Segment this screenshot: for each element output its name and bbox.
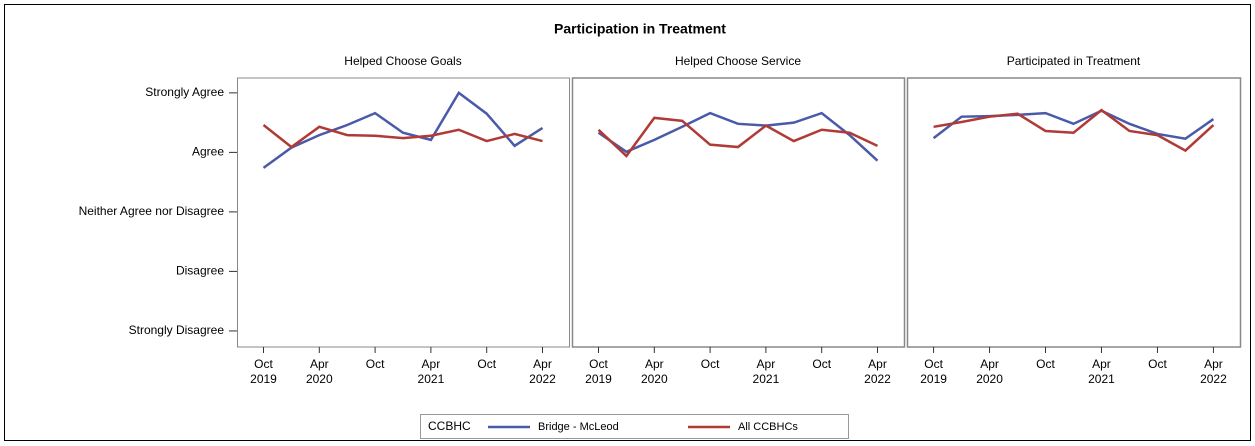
x-tick-label-line: 2020 [641,372,668,386]
panel-title: Helped Choose Goals [344,54,461,68]
x-tick-label-line: Apr [645,357,664,371]
series-line [932,109,1215,141]
x-tick-label-line: Oct [701,357,720,371]
x-tick-label: Apr 2021 [418,357,445,386]
x-tick-label-line: Oct [366,357,385,371]
x-tick-label-line: 2019 [585,372,612,386]
x-tick-label: Oct [1036,357,1055,371]
x-tick-label: Oct [477,357,496,371]
x-tick-label: Oct 2019 [920,357,947,386]
x-tick-label: Apr 2020 [641,357,668,386]
x-tick-label-line: 2019 [250,372,277,386]
x-tick-label-line: 2020 [976,372,1003,386]
x-tick-label-line: Apr [757,357,776,371]
x-tick-label-line: Apr [1092,357,1111,371]
y-tick-label: Strongly Disagree [129,323,225,337]
series-line [597,111,879,162]
x-tick-label: Apr 2021 [1088,357,1115,386]
x-tick-label: Apr 2022 [864,357,891,386]
x-tick-label-line: Oct [589,357,608,371]
x-tick-label: Oct [1148,357,1167,371]
x-tick-label-line: 2022 [529,372,556,386]
x-tick-label-line: 2021 [418,372,445,386]
legend-label: All CCBHCs [738,421,798,433]
x-tick-label-line: Oct [477,357,496,371]
x-tick-label-line: Apr [533,357,552,371]
legend-label: Bridge - McLeod [538,421,619,433]
x-tick-label: Oct [812,357,831,371]
y-tick-label: Agree [192,145,224,159]
x-tick-label: Apr 2020 [306,357,333,386]
panel-frame [237,77,570,348]
x-tick-label: Oct [366,357,385,371]
panel-frame [906,77,1242,348]
x-tick-label: Oct 2019 [250,357,277,386]
x-tick-label: Apr 2022 [1200,357,1227,386]
x-tick-label-line: 2021 [753,372,780,386]
x-tick-label-line: Apr [310,357,329,371]
chart-border [4,4,1251,441]
x-tick-label-line: 2022 [864,372,891,386]
series-line [597,116,879,158]
x-tick-label: Oct 2019 [585,357,612,386]
series-line [262,124,543,149]
x-tick-label-line: Oct [924,357,943,371]
x-tick-label-line: 2021 [1088,372,1115,386]
y-tick-label: Strongly Agree [145,85,224,99]
x-tick-label: Apr 2022 [529,357,556,386]
legend-title: CCBHC [428,419,471,433]
panel-title: Helped Choose Service [675,54,801,68]
x-tick-label-line: Oct [812,357,831,371]
panel-title: Participated in Treatment [1007,54,1141,68]
x-tick-label-line: Apr [980,357,999,371]
series-line [262,91,544,169]
x-tick-label-line: Apr [868,357,887,371]
x-tick-label-line: 2020 [306,372,333,386]
x-tick-label-line: Oct [1148,357,1167,371]
x-tick-label: Apr 2021 [753,357,780,386]
x-tick-label: Apr 2020 [976,357,1003,386]
y-tick-label: Neither Agree nor Disagree [79,204,225,218]
x-tick-label: Oct [701,357,720,371]
x-tick-label-line: Oct [1036,357,1055,371]
y-tick-label: Disagree [176,264,224,278]
x-tick-label-line: 2019 [920,372,947,386]
panel-frame [571,77,906,348]
x-tick-label-line: Apr [1204,357,1223,371]
series-line [933,108,1215,153]
x-tick-label-line: Apr [422,357,441,371]
x-tick-label-line: Oct [254,357,273,371]
chart-title: Participation in Treatment [554,21,726,37]
x-tick-label-line: 2022 [1200,372,1227,386]
